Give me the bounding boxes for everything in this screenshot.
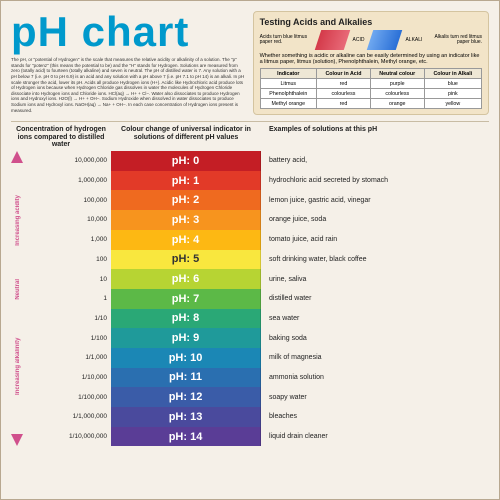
example-text: bleaches	[261, 413, 489, 420]
example-text: hydrochloric acid secreted by stomach	[261, 177, 489, 184]
arrow-column: Increasing acidity Neutral Increasing al…	[11, 151, 25, 446]
ph-row: 1,000pH: 4tomato juice, acid rain	[25, 230, 489, 250]
concentration-value: 1,000,000	[25, 177, 111, 184]
table-row: Methyl orangeredorangeyellow	[260, 99, 481, 109]
ph-band: pH: 9	[111, 328, 261, 348]
acid-swatch	[314, 30, 349, 50]
ph-row: 1/1,000pH: 10milk of magnesia	[25, 348, 489, 368]
concentration-value: 1/10,000,000	[25, 433, 111, 440]
chart: Increasing acidity Neutral Increasing al…	[11, 151, 489, 446]
concentration-value: 1,000	[25, 236, 111, 243]
example-text: soapy water	[261, 394, 489, 401]
concentration-value: 1	[25, 295, 111, 302]
concentration-value: 10,000	[25, 216, 111, 223]
testing-title: Testing Acids and Alkalies	[260, 17, 482, 27]
indicator-table: Indicator Colour in Acid Neutral colour …	[260, 68, 482, 109]
ph-band: pH: 10	[111, 348, 261, 368]
ph-rows: 10,000,000pH: 0battery acid,1,000,000pH:…	[25, 151, 489, 446]
top-section: pH chart The pH, or "potential of Hydrog…	[11, 11, 489, 115]
ph-band: pH: 12	[111, 387, 261, 407]
example-text: battery acid,	[261, 157, 489, 164]
concentration-value: 100,000	[25, 197, 111, 204]
page-title: pH chart	[11, 11, 245, 53]
ph-row: 10,000,000pH: 0battery acid,	[25, 151, 489, 171]
concentration-value: 1/1,000	[25, 354, 111, 361]
arrow-down-label: Increasing alkalinity	[11, 299, 25, 434]
ph-band: pH: 1	[111, 171, 261, 191]
example-text: liquid drain cleaner	[261, 433, 489, 440]
alkali-tag: ALKALI	[405, 37, 422, 43]
concentration-value: 100	[25, 256, 111, 263]
arrow-up-icon	[11, 151, 23, 163]
ph-band: pH: 2	[111, 190, 261, 210]
ph-row: 10,000pH: 3orange juice, soda	[25, 210, 489, 230]
ph-row: 1,000,000pH: 1hydrochloric acid secreted…	[25, 171, 489, 191]
example-text: milk of magnesia	[261, 354, 489, 361]
th: Colour in Alkali	[424, 69, 481, 79]
ph-row: 1/100,000pH: 12soapy water	[25, 387, 489, 407]
concentration-value: 1/1,000,000	[25, 413, 111, 420]
ph-row: 10pH: 6urine, saliva	[25, 269, 489, 289]
alkali-litmus-label: Alkalis turn red litmus paper blue.	[428, 35, 482, 46]
header-right: Examples of solutions at this pH	[261, 126, 489, 149]
intro-text: The pH, or "potential of Hydrogen" is th…	[11, 57, 245, 113]
ph-band: pH: 13	[111, 407, 261, 427]
table-header-row: Indicator Colour in Acid Neutral colour …	[260, 69, 481, 79]
ph-row: 1/10,000pH: 11ammonia solution	[25, 368, 489, 388]
example-text: orange juice, soda	[261, 216, 489, 223]
example-text: lemon juice, gastric acid, vinegar	[261, 197, 489, 204]
ph-band: pH: 8	[111, 309, 261, 329]
th: Colour in Acid	[317, 69, 371, 79]
ph-row: 1/1,000,000pH: 13bleaches	[25, 407, 489, 427]
th: Indicator	[260, 69, 316, 79]
column-headers: Concentration of hydrogen ions compared …	[11, 126, 489, 149]
ph-band: pH: 5	[111, 250, 261, 270]
ph-row: 1/10pH: 8sea water	[25, 309, 489, 329]
table-row: Phenolphthaleincolourlesscolourlesspink	[260, 89, 481, 99]
ph-band: pH: 11	[111, 368, 261, 388]
header-left: Concentration of hydrogen ions compared …	[11, 126, 111, 149]
ph-band: pH: 7	[111, 289, 261, 309]
left-column: pH chart The pH, or "potential of Hydrog…	[11, 11, 245, 115]
example-text: urine, saliva	[261, 276, 489, 283]
concentration-value: 1/100	[25, 335, 111, 342]
alkali-swatch	[367, 30, 402, 50]
header-mid: Colour change of universal indicator in …	[111, 126, 261, 149]
ph-band: pH: 6	[111, 269, 261, 289]
arrow-up-label: Increasing acidity	[11, 163, 25, 279]
ph-row: 1pH: 7distilled water	[25, 289, 489, 309]
ph-row: 1/10,000,000pH: 14liquid drain cleaner	[25, 427, 489, 447]
arrow-neutral-label: Neutral	[11, 279, 25, 300]
example-text: baking soda	[261, 335, 489, 342]
litmus-row: Acids turn blue litmus paper red. ACID A…	[260, 30, 482, 50]
acid-tag: ACID	[353, 37, 365, 43]
ph-row: 100pH: 5soft drinking water, black coffe…	[25, 250, 489, 270]
concentration-value: 1/100,000	[25, 394, 111, 401]
example-text: ammonia solution	[261, 374, 489, 381]
concentration-value: 1/10	[25, 315, 111, 322]
concentration-value: 10,000,000	[25, 157, 111, 164]
testing-box: Testing Acids and Alkalies Acids turn bl…	[253, 11, 489, 115]
ph-band: pH: 4	[111, 230, 261, 250]
concentration-value: 10	[25, 276, 111, 283]
example-text: tomato juice, acid rain	[261, 236, 489, 243]
ph-band: pH: 0	[111, 151, 261, 171]
ph-band: pH: 3	[111, 210, 261, 230]
table-row: Litmusredpurpleblue	[260, 79, 481, 89]
example-text: soft drinking water, black coffee	[261, 256, 489, 263]
ph-row: 1/100pH: 9baking soda	[25, 328, 489, 348]
testing-desc: Whether something is acidic or alkaline …	[260, 53, 482, 65]
th: Neutral colour	[370, 69, 424, 79]
acid-litmus-label: Acids turn blue litmus paper red.	[260, 35, 312, 46]
example-text: sea water	[261, 315, 489, 322]
concentration-value: 1/10,000	[25, 374, 111, 381]
divider	[11, 121, 489, 122]
ph-band: pH: 14	[111, 427, 261, 447]
arrow-down-icon	[11, 434, 23, 446]
ph-row: 100,000pH: 2lemon juice, gastric acid, v…	[25, 190, 489, 210]
example-text: distilled water	[261, 295, 489, 302]
